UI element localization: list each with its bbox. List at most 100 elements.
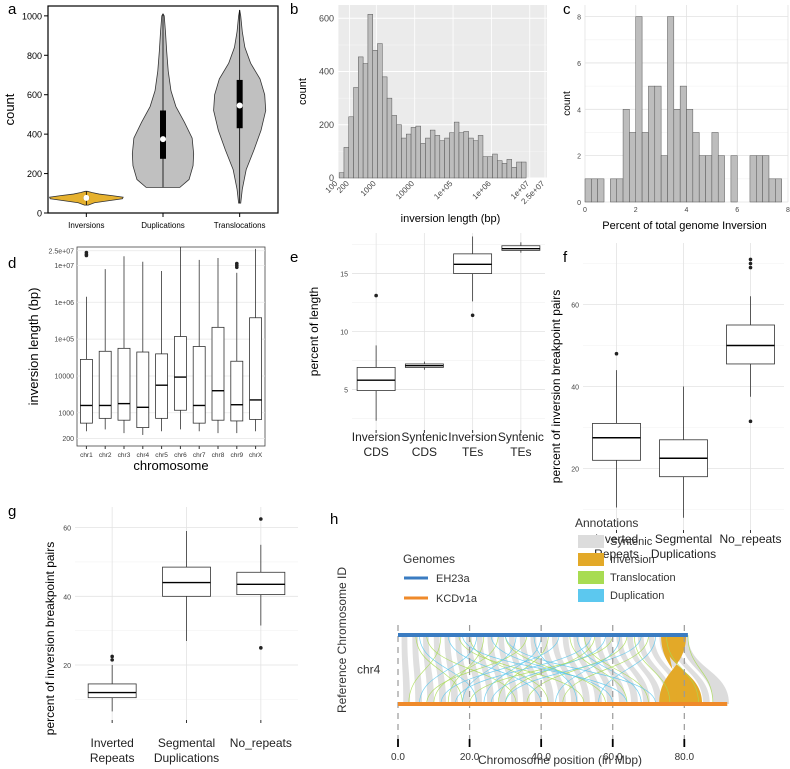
histogram-bar xyxy=(521,161,527,179)
syntenic-ribbon xyxy=(680,635,730,704)
x-tick-label: CDS xyxy=(363,445,388,459)
y-axis-label: count xyxy=(2,93,17,125)
x-tick-label: CDS xyxy=(412,445,437,459)
box-iqr xyxy=(173,336,187,411)
x-tick-label: chr5 xyxy=(155,452,168,459)
histogram-bar xyxy=(406,133,412,179)
histogram-bar xyxy=(511,167,517,179)
x-tick-label: TEs xyxy=(510,445,531,459)
duplication-link xyxy=(440,634,560,705)
y-tick-label: 10 xyxy=(340,330,348,337)
histogram-bar xyxy=(667,16,675,203)
box-iqr xyxy=(162,566,211,597)
translocation-link xyxy=(687,634,714,705)
x-axis-label: chromosome xyxy=(133,458,208,473)
syntenic-ribbon xyxy=(670,635,710,704)
y-axis-label: percent of inversion breakpoint pairs xyxy=(43,542,57,735)
y-tick-label: 1e+06 xyxy=(54,300,74,307)
x-tick-label: Repeats xyxy=(594,547,639,561)
duplication-link xyxy=(447,634,542,705)
translocation-link xyxy=(426,634,517,705)
histogram-bar xyxy=(679,85,687,203)
annotation-legend-swatch xyxy=(578,571,604,584)
x-tick-label: 10000 xyxy=(394,179,416,201)
x-axis-label: inversion length (bp) xyxy=(401,213,501,225)
translocation-link xyxy=(415,634,463,705)
genomes-legend-title: Genomes xyxy=(403,552,455,566)
histogram-bar xyxy=(439,140,445,179)
y-tick-label: 200 xyxy=(62,436,74,443)
histogram-bar xyxy=(641,132,649,203)
violin-median-point xyxy=(83,194,90,201)
annotation-legend-swatch xyxy=(578,535,604,548)
x-tick-label: 0 xyxy=(583,207,587,214)
y-tick-label: 2 xyxy=(577,154,581,161)
x-tick-label: chr7 xyxy=(193,452,206,459)
histogram-bar xyxy=(444,137,450,179)
box-iqr xyxy=(155,353,169,419)
x-tick-label: Segmental xyxy=(158,736,215,750)
box-iqr xyxy=(592,422,641,461)
histogram-bar xyxy=(584,178,592,203)
translocation-link xyxy=(458,634,585,705)
histogram-bar xyxy=(429,129,436,179)
box-iqr xyxy=(117,347,131,421)
x-tick-label: 40.0 xyxy=(531,752,551,763)
duplication-link xyxy=(533,634,578,705)
syntenic-ribbon xyxy=(605,635,638,704)
panel-label-g: g xyxy=(8,503,16,520)
histogram-bar xyxy=(420,143,426,179)
violin-iqr-box xyxy=(160,110,166,159)
duplication-link xyxy=(454,634,592,705)
histogram-bar xyxy=(692,132,700,203)
syntenic-ribbon xyxy=(519,635,543,704)
x-tick-label: 1e+05 xyxy=(432,179,455,202)
y-tick-label: 40 xyxy=(571,385,579,392)
box-outlier xyxy=(748,261,753,266)
y-tick-label: 60 xyxy=(571,303,579,310)
panel-label-a: a xyxy=(8,1,17,18)
x-tick-label: Duplications xyxy=(651,547,716,561)
y-axis-label: count xyxy=(297,78,309,105)
panel-d-chromosome-boxplot: 200 1000 10000 1e+05 1e+06 1e+07 2.5e+07 chr1 ch… xyxy=(26,246,266,473)
histogram-bar xyxy=(654,85,662,203)
histogram-bar xyxy=(386,97,393,179)
box-outlier xyxy=(259,517,263,521)
syntenic-ribbon xyxy=(541,635,567,704)
translocation-link xyxy=(408,634,442,705)
box-iqr xyxy=(192,346,206,424)
y-tick-label: 200 xyxy=(319,120,334,130)
x-tick-label: No_repeats xyxy=(230,736,292,750)
duplication-link xyxy=(490,634,606,705)
x-tick-label: Syntenic xyxy=(498,430,544,444)
syntenic-ribbon xyxy=(455,635,471,704)
histogram-bar xyxy=(762,155,770,203)
x-tick-label: Repeats xyxy=(90,751,135,765)
histogram-bar xyxy=(711,132,719,203)
box-outlier xyxy=(470,313,475,318)
box-outlier xyxy=(748,419,753,424)
histogram-bar xyxy=(597,178,605,203)
histogram-bar xyxy=(730,155,738,203)
x-tick-label: Syntenic xyxy=(401,430,447,444)
inversion-ribbon xyxy=(661,635,685,704)
histogram-bar xyxy=(348,116,354,179)
y-tick-label: 2.5e+07 xyxy=(49,248,75,255)
y-tick-label: 0 xyxy=(37,209,42,219)
histogram-bar xyxy=(775,178,782,203)
histogram-bar xyxy=(506,159,512,179)
histogram-bar xyxy=(396,124,402,179)
syntenic-ribbon xyxy=(433,635,447,704)
x-tick-label: TEs xyxy=(462,445,483,459)
histogram-bar xyxy=(367,14,373,179)
duplication-link xyxy=(505,634,657,705)
histogram-bar xyxy=(453,121,460,179)
box-outlier xyxy=(110,658,114,662)
y-axis-label: Reference Chromosome ID xyxy=(335,567,349,713)
x-tick-label: Segmental xyxy=(655,532,712,546)
box-iqr xyxy=(211,326,225,421)
syntenic-ribbon xyxy=(487,635,507,704)
box-outlier xyxy=(748,257,753,262)
box-iqr xyxy=(80,358,93,424)
